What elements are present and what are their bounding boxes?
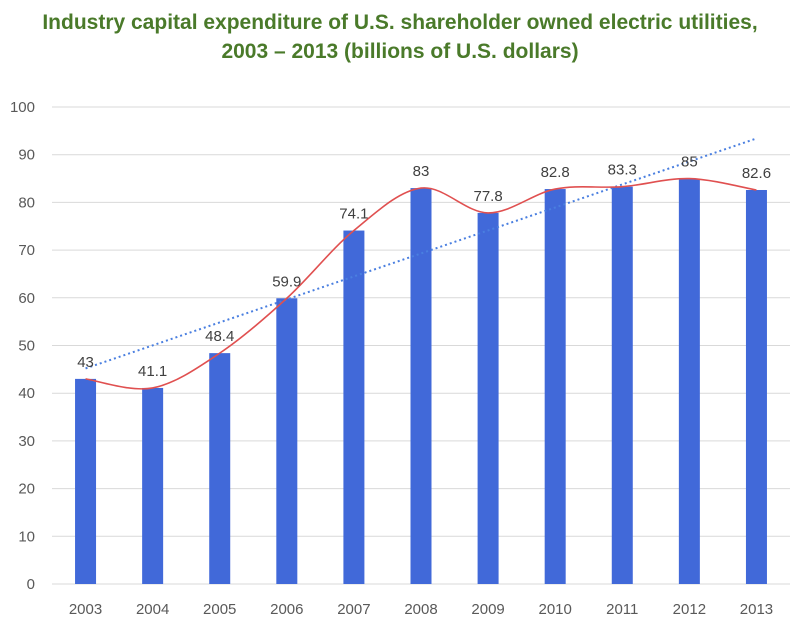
x-tick-label: 2009 xyxy=(471,601,504,618)
data-label: 74.1 xyxy=(339,206,368,223)
y-tick-label: 40 xyxy=(18,385,35,402)
x-tick-label: 2003 xyxy=(69,601,102,618)
smooth-line xyxy=(85,177,757,390)
data-label: 77.8 xyxy=(473,188,502,205)
data-label: 82.6 xyxy=(742,165,771,182)
bars xyxy=(75,178,767,585)
y-tick-label: 60 xyxy=(18,290,35,307)
x-tick-label: 2008 xyxy=(404,601,437,618)
y-tick-label: 0 xyxy=(27,576,35,593)
trendline xyxy=(85,137,757,370)
data-label: 83 xyxy=(413,163,430,180)
data-label: 85 xyxy=(681,154,698,171)
bar xyxy=(477,212,499,585)
x-tick-label: 2006 xyxy=(270,601,303,618)
data-label: 48.4 xyxy=(205,328,234,345)
y-tick-label: 20 xyxy=(18,481,35,498)
chart-title-line1: Industry capital expenditure of U.S. sha… xyxy=(42,11,758,34)
bar xyxy=(611,186,633,584)
bar xyxy=(209,353,231,584)
data-labels: 43 41.1 48.4 59.9 74.1 83 77.8 82.8 83.3 85 82.6 xyxy=(77,154,771,380)
y-tick-label: 70 xyxy=(18,242,35,259)
x-tick-label: 2010 xyxy=(538,601,571,618)
y-tick-label: 90 xyxy=(18,147,35,164)
data-label: 59.9 xyxy=(272,273,301,290)
bar xyxy=(75,378,97,584)
overlay-lines xyxy=(85,137,757,390)
x-axis-ticks: 2003 2004 2005 2006 2007 2008 2009 2010 2011 2012… xyxy=(69,601,773,618)
bar xyxy=(276,298,298,584)
y-tick-label: 10 xyxy=(18,528,35,545)
x-tick-label: 2005 xyxy=(203,601,236,618)
data-label: 83.3 xyxy=(608,162,637,179)
bar xyxy=(544,189,566,584)
gridlines xyxy=(52,106,790,585)
data-label: 41.1 xyxy=(138,363,167,380)
chart-title: Industry capital expenditure of U.S. sha… xyxy=(0,8,800,66)
bar xyxy=(410,188,432,584)
x-tick-label: 2012 xyxy=(673,601,706,618)
data-label: 43 xyxy=(77,354,94,371)
y-tick-label: 30 xyxy=(18,433,35,450)
chart-title-line2: 2003 – 2013 (billions of U.S. dollars) xyxy=(221,40,579,63)
bar xyxy=(343,230,365,584)
bar xyxy=(678,178,700,585)
x-tick-label: 2004 xyxy=(136,601,169,618)
data-label: 82.8 xyxy=(541,164,570,181)
x-tick-label: 2011 xyxy=(606,601,638,618)
x-tick-label: 2007 xyxy=(337,601,370,618)
x-tick-label: 2013 xyxy=(740,601,773,618)
y-tick-label: 100 xyxy=(10,99,35,116)
bar xyxy=(142,387,164,584)
bar xyxy=(745,189,767,585)
y-tick-label: 50 xyxy=(18,338,35,355)
y-tick-label: 80 xyxy=(18,194,35,211)
y-axis-ticks: 0 10 20 30 40 50 60 70 80 90 100 xyxy=(10,99,35,593)
